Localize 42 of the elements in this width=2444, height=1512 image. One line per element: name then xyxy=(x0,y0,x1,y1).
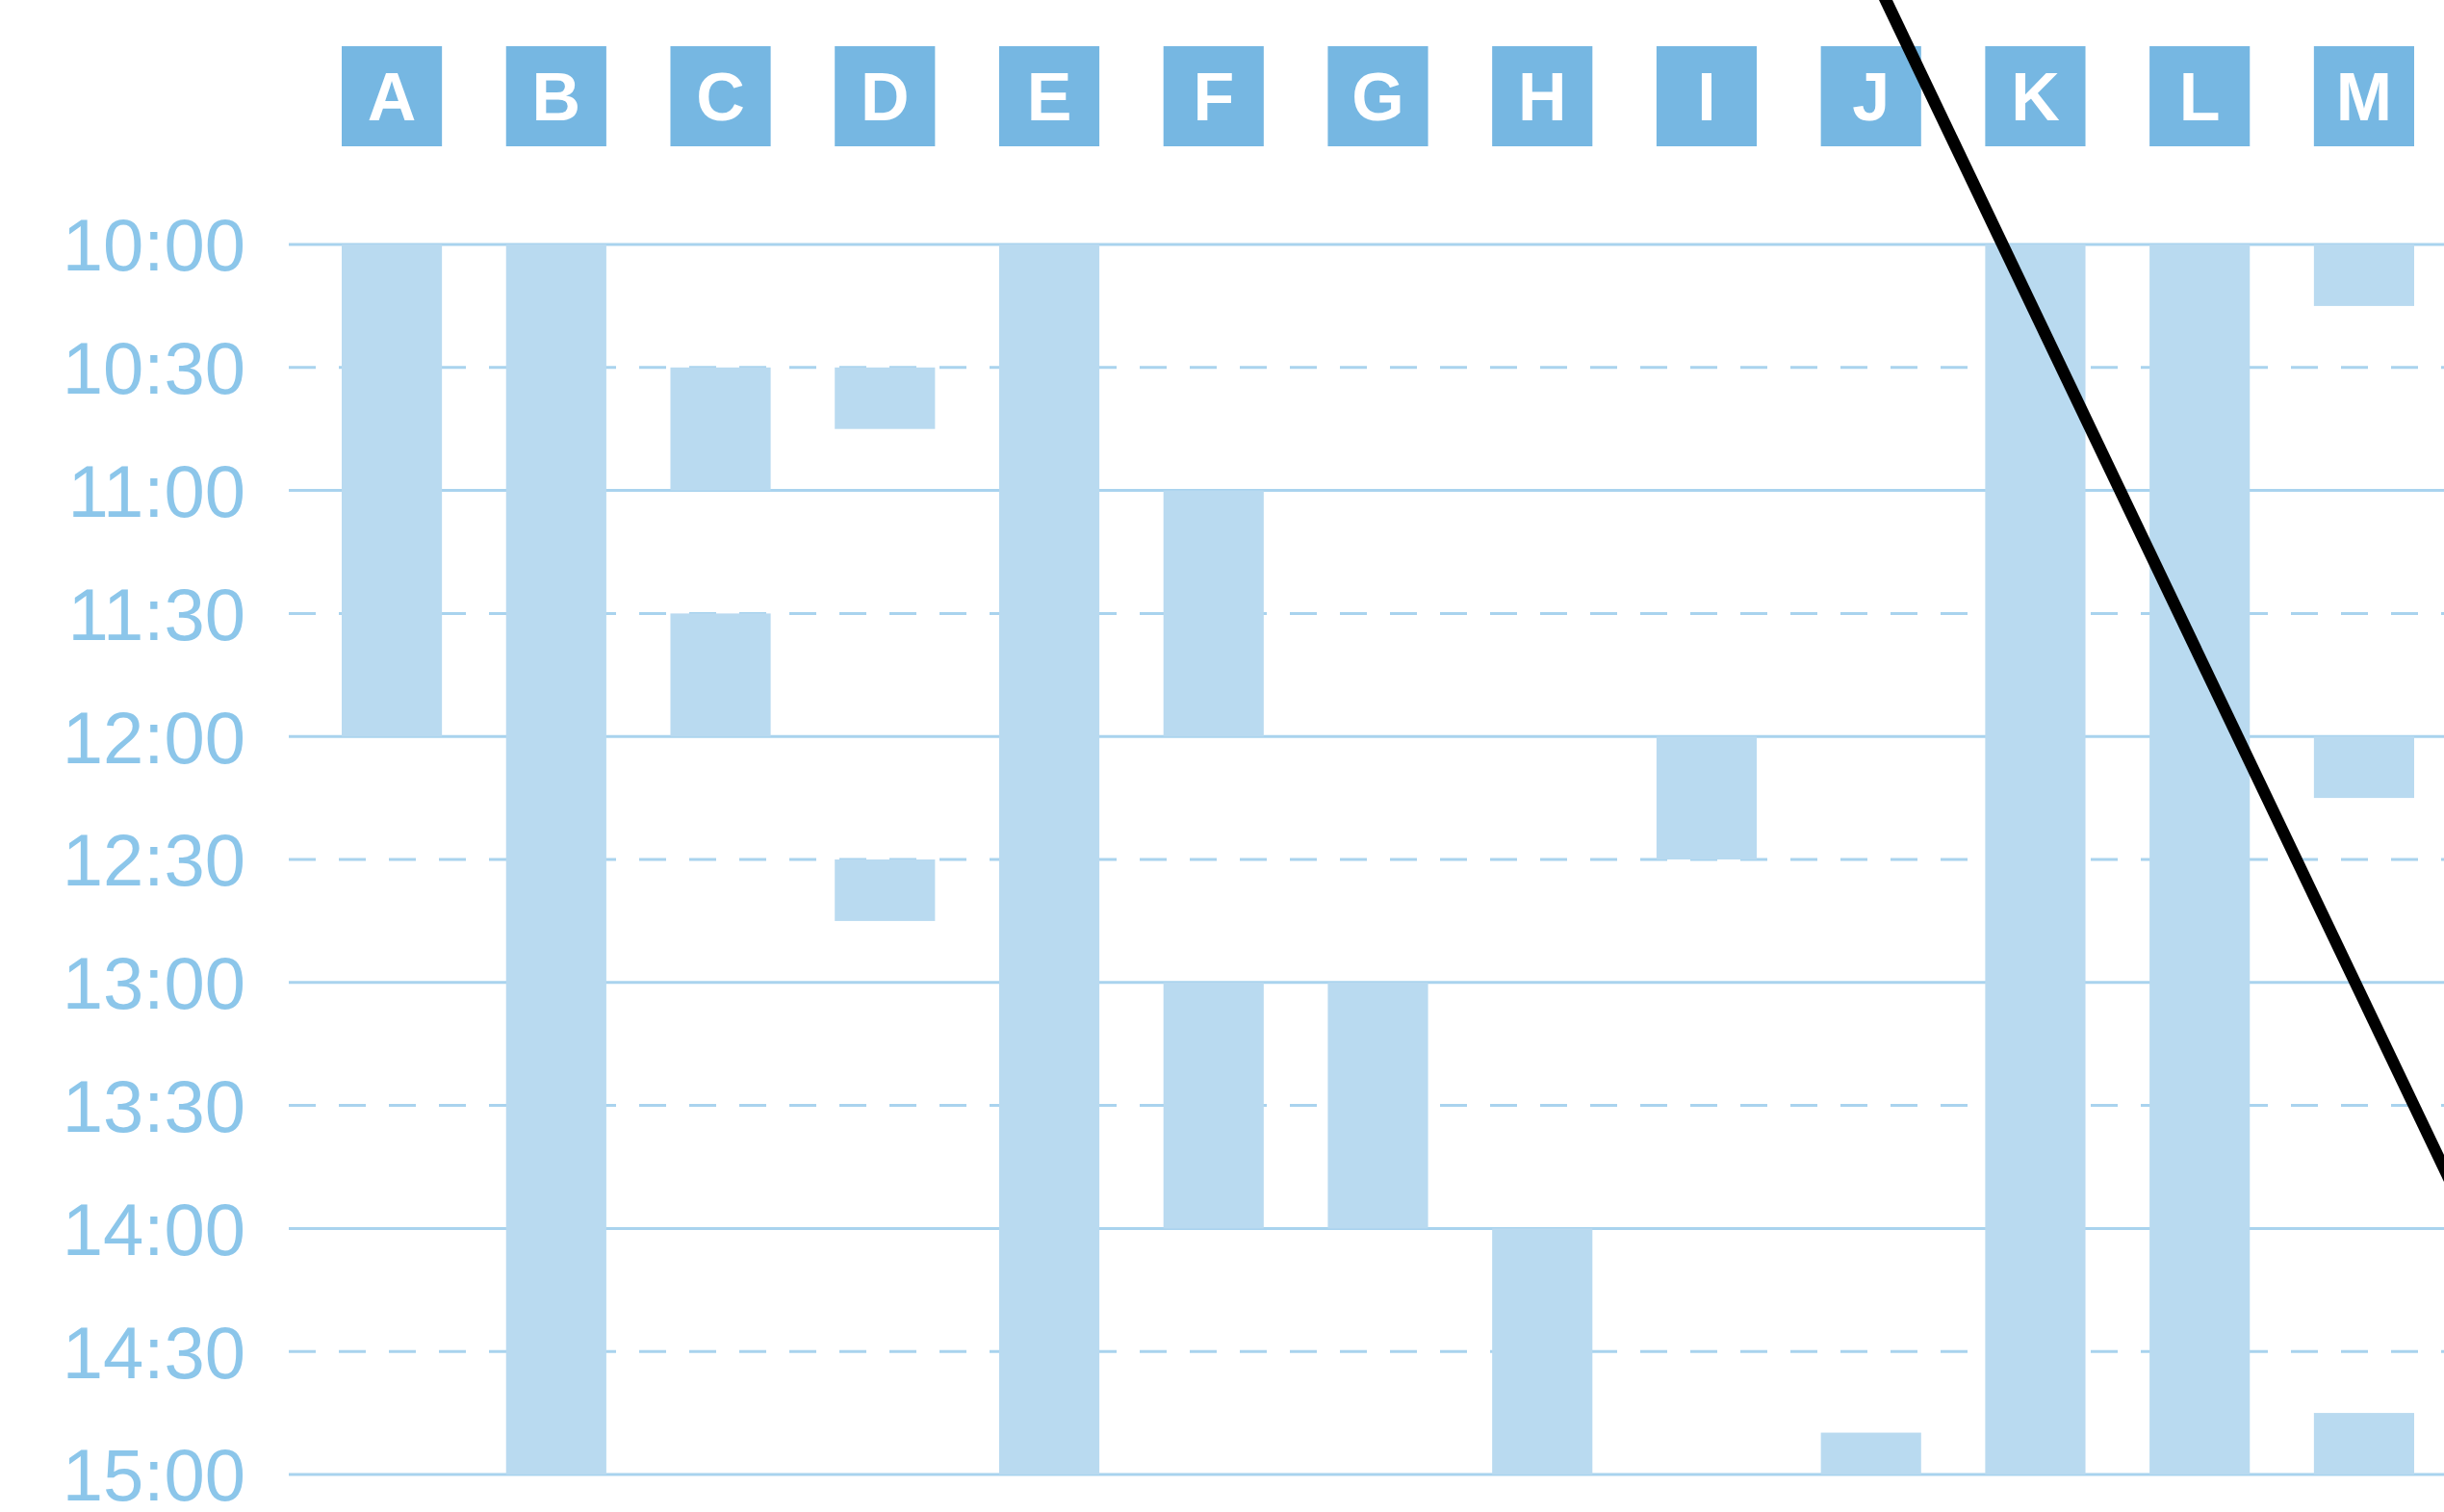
x-tick-label: A xyxy=(367,60,417,136)
bar xyxy=(2313,736,2414,799)
x-tick-label: M xyxy=(2335,60,2393,136)
x-tick-label: L xyxy=(2178,60,2221,136)
bar xyxy=(670,367,771,491)
bar xyxy=(1985,244,2086,1474)
bar xyxy=(670,613,771,737)
bar xyxy=(1327,982,1428,1229)
x-tick-label: D xyxy=(861,60,910,136)
bar xyxy=(2313,244,2414,306)
bar xyxy=(505,244,606,1474)
bar xyxy=(1163,982,1264,1229)
bar xyxy=(1820,1432,1921,1474)
x-tick-label: F xyxy=(1193,60,1235,136)
y-tick-label: 10:30 xyxy=(62,327,245,410)
y-tick-label: 11:30 xyxy=(67,573,245,655)
x-tick-label: E xyxy=(1026,60,1072,136)
y-tick-label: 15:00 xyxy=(62,1434,245,1512)
bar xyxy=(835,859,936,921)
x-tick-label: K xyxy=(2011,60,2060,136)
bar xyxy=(1656,736,1758,859)
x-tick-label: C xyxy=(696,60,745,136)
y-tick-label: 11:00 xyxy=(67,449,245,532)
bar xyxy=(1492,1228,1593,1474)
y-tick-label: 10:00 xyxy=(62,204,245,287)
x-tick-label: G xyxy=(1351,60,1404,136)
y-tick-label: 12:30 xyxy=(62,819,245,902)
y-tick-label: 14:30 xyxy=(62,1311,245,1394)
bar xyxy=(998,244,1100,1474)
x-tick-label: H xyxy=(1517,60,1567,136)
y-tick-label: 13:00 xyxy=(62,942,245,1025)
bar xyxy=(1163,490,1264,737)
bar xyxy=(2313,1413,2414,1474)
bar xyxy=(2149,244,2251,1474)
y-tick-label: 14:00 xyxy=(62,1188,245,1270)
x-tick-label: I xyxy=(1697,60,1716,136)
x-tick-label: B xyxy=(531,60,581,136)
y-tick-label: 12:00 xyxy=(62,696,245,779)
bar xyxy=(835,367,936,429)
y-tick-label: 13:30 xyxy=(62,1064,245,1147)
x-tick-label: J xyxy=(1852,60,1891,136)
bar xyxy=(342,244,443,737)
